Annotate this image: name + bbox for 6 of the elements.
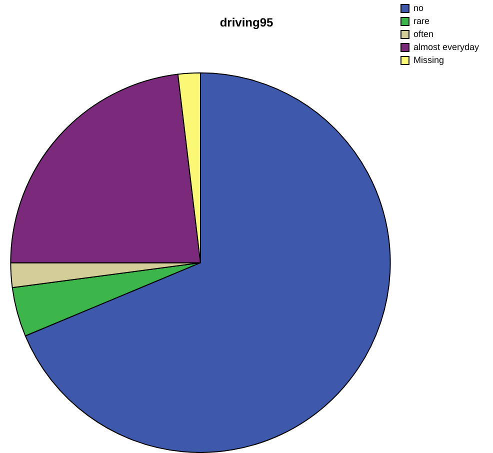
legend-label: almost everyday — [413, 42, 480, 52]
legend-label: rare — [413, 16, 430, 26]
legend-label: Missing — [413, 54, 444, 65]
legend-label: often — [413, 28, 434, 39]
legend-label: no — [413, 2, 424, 13]
text: driving95 — [220, 16, 274, 30]
